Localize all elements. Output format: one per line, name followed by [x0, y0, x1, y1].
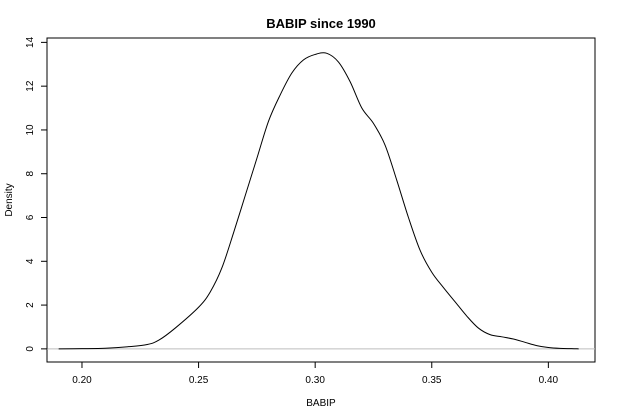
y-axis-label: Density [4, 183, 15, 216]
y-tick-label: 6 [25, 214, 36, 220]
x-tick-label: 0.35 [422, 375, 442, 386]
x-tick-label: 0.40 [539, 375, 559, 386]
y-tick-label: 8 [25, 171, 36, 177]
x-axis-label: BABIP [306, 398, 336, 409]
density-curve [58, 52, 579, 350]
x-tick-label: 0.20 [72, 375, 92, 386]
x-tick-label: 0.25 [189, 375, 209, 386]
y-tick-label: 12 [25, 80, 36, 92]
y-tick-label: 2 [25, 302, 36, 308]
y-tick-label: 4 [25, 258, 36, 264]
y-tick-label: 0 [25, 346, 36, 352]
y-axis: 0 2 4 6 8 10 12 14 [25, 36, 48, 352]
chart-title: BABIP since 1990 [266, 16, 376, 31]
y-tick-label: 10 [25, 124, 36, 136]
x-tick-label: 0.30 [305, 375, 325, 386]
y-tick-label: 14 [25, 36, 36, 48]
x-axis: 0.20 0.25 0.30 0.35 0.40 [72, 361, 559, 386]
